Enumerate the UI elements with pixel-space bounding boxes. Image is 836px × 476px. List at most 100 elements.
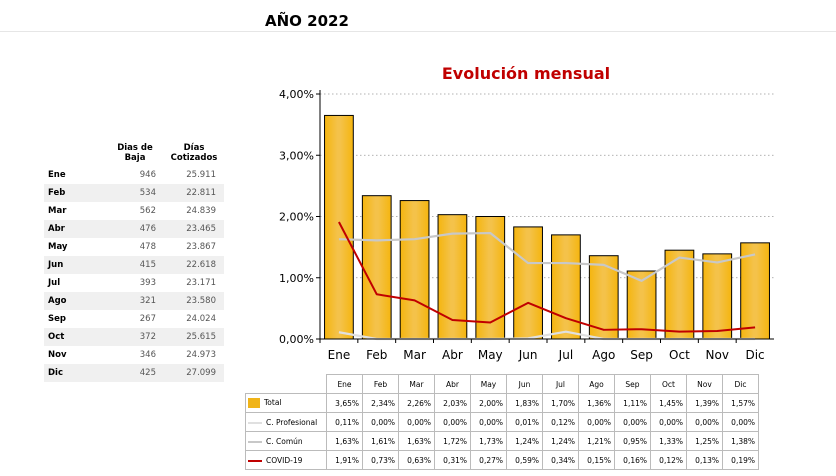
data-table-value: 0,19% <box>722 450 759 470</box>
summary-month-cell: Abr <box>44 220 106 238</box>
data-table-value: 0,00% <box>398 412 435 432</box>
bar-dic <box>740 242 770 340</box>
summary-header-cotizados: Días Cotizados <box>170 143 218 163</box>
bar-oct <box>664 249 695 340</box>
x-tick-label: Ene <box>328 348 351 362</box>
data-table-value: 0,95% <box>614 431 651 451</box>
x-tick-label: Sep <box>630 348 653 362</box>
data-table-value: 1,39% <box>686 393 723 413</box>
data-table-value: 1,91% <box>326 450 363 470</box>
data-table-value: 0,31% <box>434 450 471 470</box>
x-tick-label: Dic <box>745 348 764 362</box>
data-table-month-header: Dic <box>722 374 759 394</box>
data-table-month-header: Jun <box>506 374 543 394</box>
summary-month-cell: Ene <box>48 170 66 180</box>
y-tick-label: 3,00% <box>279 149 314 162</box>
data-table-month-header: Abr <box>434 374 471 394</box>
summary-cotizados-cell: 24.839 <box>186 206 216 216</box>
legend-label: C. Profesional <box>266 417 318 427</box>
data-table-value: 1,72% <box>434 431 471 451</box>
data-table-value: 1,24% <box>506 431 543 451</box>
summary-baja-cell: 372 <box>106 328 164 346</box>
summary-baja-cell: 476 <box>106 220 164 238</box>
data-table-row-covid-19: COVID-19 1,91% 0,73% 0,63% 0,31% 0,27% 0,59% 0,… <box>245 450 759 470</box>
data-table-value: 1,24% <box>542 431 579 451</box>
summary-table: Dias de Baja Días Cotizados Ene 946 25.911… <box>44 143 224 382</box>
data-table-value: 1,57% <box>722 393 759 413</box>
data-table-value: 1,11% <box>614 393 651 413</box>
data-table-value: 0,00% <box>650 412 687 432</box>
y-tick-label: 2,00% <box>279 211 314 224</box>
data-table-value: 2,34% <box>362 393 399 413</box>
legend-label: C. Común <box>266 436 303 446</box>
summary-baja-cell: 393 <box>139 278 156 288</box>
summary-month-cell: Oct <box>44 328 106 346</box>
chart-title: Evolución mensual <box>441 64 611 83</box>
legend-swatch <box>248 459 262 462</box>
y-tick-label: 4,00% <box>279 88 314 101</box>
summary-month-cell: Jul <box>48 278 61 288</box>
summary-row-feb: Feb 534 22.811 <box>44 184 224 202</box>
summary-cotizados-cell: 23.171 <box>186 278 216 288</box>
data-table-value: 0,12% <box>542 412 579 432</box>
data-table-month-header: Jul <box>542 374 579 394</box>
data-table-value: 1,33% <box>650 431 687 451</box>
summary-row-nov: Nov 346 24.973 <box>44 346 224 364</box>
summary-month-cell: Dic <box>44 364 106 382</box>
summary-month-cell: Mar <box>48 206 67 216</box>
summary-baja-cell: 425 <box>106 364 164 382</box>
data-table-value: 1,70% <box>542 393 579 413</box>
bar-nov <box>702 253 733 340</box>
data-table-body: Total 3,65% 2,34% 2,26% 2,03% 2,00% 1,83% 1,70%… <box>245 393 759 470</box>
data-table-value: 1,83% <box>506 393 543 413</box>
line-covid-19 <box>338 221 756 333</box>
chart-data-table: Ene Feb Mar Abr May Jun Jul Ago Sep Oct Nov Dic Tot… <box>245 374 759 470</box>
data-table-value: 0,27% <box>470 450 507 470</box>
data-table-value: 0,00% <box>470 412 507 432</box>
data-table-month-header: Ago <box>578 374 615 394</box>
data-table-value: 0,13% <box>686 450 723 470</box>
series-legend-cell: Total <box>245 393 327 413</box>
summary-cotizados-cell: 23.867 <box>186 242 216 252</box>
bar-jul <box>551 234 581 340</box>
summary-cotizados-cell: 25.911 <box>186 170 216 180</box>
summary-cotizados-cell: 23.465 <box>164 220 224 238</box>
summary-row-ago: Ago 321 23.580 <box>44 292 224 310</box>
summary-baja-cell: 562 <box>139 206 156 216</box>
summary-month-cell: Jun <box>44 256 106 274</box>
summary-row-sep: Sep 267 24.024 <box>44 310 224 328</box>
data-table-value: 0,59% <box>506 450 543 470</box>
data-table-value: 2,26% <box>398 393 435 413</box>
data-table-month-header: Ene <box>326 374 363 394</box>
x-tick-label: Ago <box>592 348 615 362</box>
summary-row-oct: Oct 372 25.615 <box>44 328 224 346</box>
data-table-value: 0,00% <box>434 412 471 432</box>
summary-row-jul: Jul 393 23.171 <box>44 274 224 292</box>
data-table-value: 0,12% <box>650 450 687 470</box>
data-table-month-header: Mar <box>398 374 435 394</box>
summary-header-row: Dias de Baja Días Cotizados <box>44 143 224 166</box>
data-table-corner <box>246 375 327 394</box>
series-legend-cell: C. Profesional <box>245 412 327 432</box>
data-table-value: 1,45% <box>650 393 687 413</box>
data-table-row-c-com-n: C. Común 1,63% 1,61% 1,63% 1,72% 1,73% 1,24% 1,… <box>245 431 759 451</box>
summary-month-cell: Feb <box>44 184 106 202</box>
summary-baja-cell: 534 <box>106 184 164 202</box>
data-table-value: 0,63% <box>398 450 435 470</box>
legend-swatch <box>248 398 260 408</box>
data-table-value: 0,16% <box>614 450 651 470</box>
summary-cotizados-cell: 22.618 <box>164 256 224 274</box>
x-tick-label: Abr <box>442 348 463 362</box>
summary-month-cell: Nov <box>48 350 67 360</box>
data-table-value: 0,11% <box>326 412 363 432</box>
x-tick-label: Mar <box>403 348 426 362</box>
y-tick-label: 0,00% <box>279 333 314 346</box>
summary-baja-cell: 346 <box>139 350 156 360</box>
summary-baja-cell: 946 <box>139 170 156 180</box>
summary-cotizados-cell: 22.811 <box>164 184 224 202</box>
bar-mar <box>399 200 430 340</box>
y-tick-label: 1,00% <box>279 272 314 285</box>
data-table-value: 1,73% <box>470 431 507 451</box>
page-title: AÑO 2022 <box>265 12 349 30</box>
data-table-value: 1,63% <box>398 431 435 451</box>
